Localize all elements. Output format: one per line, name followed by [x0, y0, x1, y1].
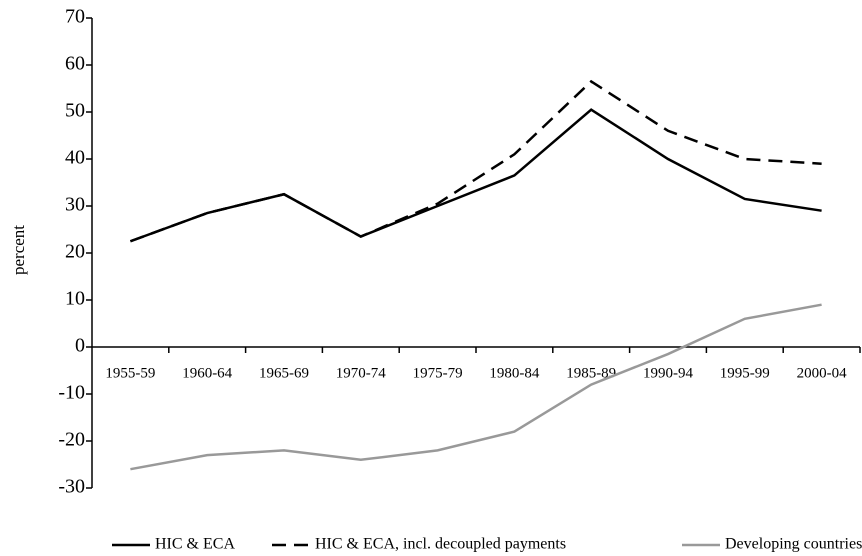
- y-tick-label: 20: [65, 241, 85, 263]
- legend-label: HIC & ECA, incl. decoupled payments: [315, 536, 566, 553]
- y-tick-label: 60: [65, 53, 85, 75]
- y-tick-label: -30: [58, 476, 85, 498]
- y-axis-label: percent: [9, 225, 28, 275]
- x-tick-label: 1960-64: [182, 365, 232, 381]
- y-tick-label: 30: [65, 194, 85, 216]
- y-tick-label: -20: [58, 429, 85, 451]
- x-tick-label: 2000-04: [797, 365, 847, 381]
- y-tick-label: 0: [75, 335, 85, 357]
- x-tick-label: 1965-69: [259, 365, 309, 381]
- legend-label: HIC & ECA: [155, 536, 235, 553]
- x-tick-label: 1985-89: [566, 365, 616, 381]
- x-tick-label: 1980-84: [489, 365, 539, 381]
- y-tick-label: 70: [65, 6, 85, 28]
- x-tick-label: 1995-99: [720, 365, 770, 381]
- y-tick-label: 10: [65, 288, 85, 310]
- x-tick-label: 1990-94: [643, 365, 693, 381]
- x-tick-label: 1955-59: [105, 365, 155, 381]
- y-tick-label: 50: [65, 100, 85, 122]
- series-line: [129, 108, 822, 243]
- series-line: [130, 303, 822, 471]
- x-tick-label: 1975-79: [413, 365, 463, 381]
- x-tick-label: 1970-74: [336, 365, 386, 381]
- series-line: [129, 79, 822, 243]
- y-tick-label: -10: [58, 382, 85, 404]
- legend-label: Developing countries: [725, 536, 862, 553]
- y-tick-label: 40: [65, 147, 85, 169]
